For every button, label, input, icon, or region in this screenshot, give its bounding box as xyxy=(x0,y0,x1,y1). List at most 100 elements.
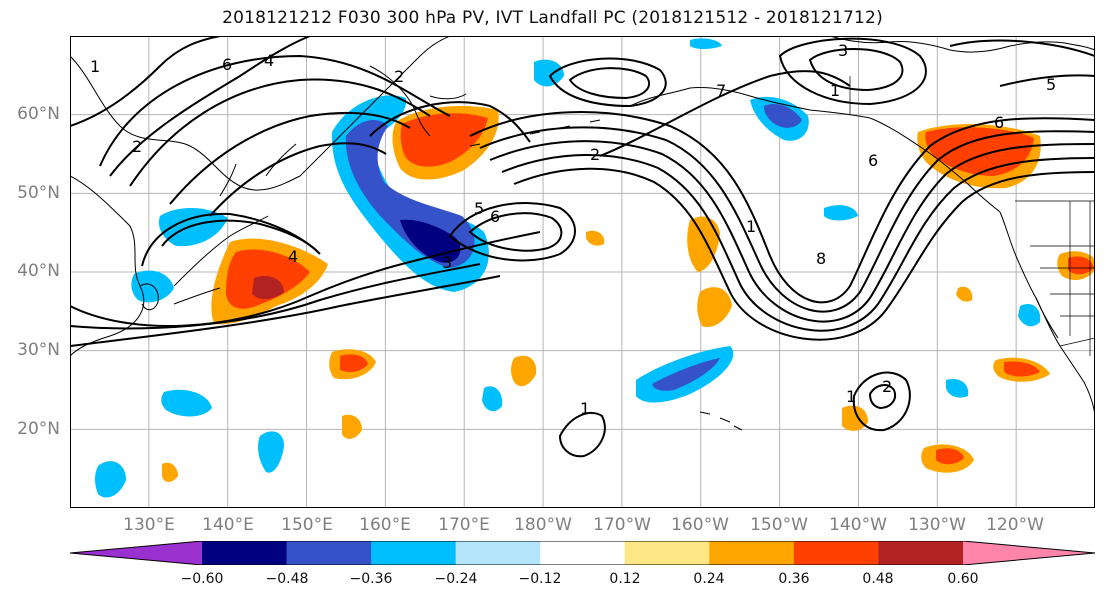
colorbar-bin xyxy=(878,541,964,565)
lon-label-150w: 150°W xyxy=(750,515,808,535)
contour-label-4-japan: 4 xyxy=(288,247,298,266)
colorbar-outline xyxy=(70,541,1096,565)
contour-label-8-trough: 8 xyxy=(816,249,826,268)
colorbar-tick-label: −0.12 xyxy=(518,571,562,587)
colorbar-tick-label: −0.60 xyxy=(180,571,224,587)
colorbar-tick-label: 0.24 xyxy=(693,571,725,587)
lon-label-140w: 140°W xyxy=(829,515,887,535)
coastline-kamchatka xyxy=(369,65,467,137)
pv-contour-arctic-low-1 xyxy=(778,37,927,106)
lon-label-180w: 180°W xyxy=(514,515,572,535)
colorbar-tick-label: 0.48 xyxy=(862,571,894,587)
contour-label-1-trough: 1 xyxy=(746,217,756,236)
colorbar-bin xyxy=(540,541,626,565)
lat-label-50n: 50°N xyxy=(17,183,60,203)
pv-contour-japan-2 xyxy=(161,219,319,253)
lon-label-160w: 160°W xyxy=(671,515,729,535)
pv-contour-west-lobe xyxy=(70,36,221,127)
lon-label-170e: 170°E xyxy=(438,515,490,535)
colorbar-bin xyxy=(455,541,541,565)
contour-label-1-mid: 1 xyxy=(580,399,590,418)
colorbar-tick-label: 0.60 xyxy=(947,571,979,587)
lat-label-30n: 30°N xyxy=(17,340,60,360)
neg-anomaly-subtropical-east-core xyxy=(652,358,720,391)
neg-anomaly-west-pacific-1 xyxy=(161,389,212,417)
colorbar-extend-high xyxy=(963,541,1095,565)
pos-anomaly-japan-dark xyxy=(252,275,284,300)
border-mexico xyxy=(1059,337,1095,347)
colorbar-extend-low xyxy=(70,541,202,565)
pos-anomaly-midpacific-2 xyxy=(697,287,732,328)
colorbar-tick-label: 0.12 xyxy=(609,571,641,587)
pos-anomaly-subtropical-3 xyxy=(342,414,362,439)
neg-anomaly-west-pacific-2 xyxy=(258,431,284,473)
contour-label-3-cyc: 3 xyxy=(442,253,452,272)
colorbar-bin xyxy=(202,541,288,565)
colorbar-tick-label: 0.36 xyxy=(778,571,810,587)
pv-contour-bering-low-1 xyxy=(548,57,667,108)
pos-anomaly-subtropical-4 xyxy=(162,462,178,482)
colorbar-bin xyxy=(286,541,372,565)
contour-label-1-east: 1 xyxy=(846,387,856,406)
pv-contour-west-lobe-2 xyxy=(109,36,311,177)
negative-anomaly-shading xyxy=(95,38,1041,498)
figure-title: 2018121212 F030 300 hPa PV, IVT Landfall… xyxy=(222,8,883,28)
contour-label-2-west: 2 xyxy=(132,137,142,156)
pos-anomaly-southeast-2-red xyxy=(1004,361,1040,377)
contour-label-2-mid: 2 xyxy=(590,145,600,164)
pv-contour-trough-5 xyxy=(513,167,1095,341)
lat-label-60n: 60°N xyxy=(17,104,60,124)
pv-contour-north-2 xyxy=(129,78,431,187)
pv-contour-north-1 xyxy=(99,54,451,167)
colorbar-tick-label: −0.48 xyxy=(265,571,309,587)
lon-label-130w: 130°W xyxy=(908,515,966,535)
pv-contour-arctic-east xyxy=(949,39,1095,87)
colorbar-tick-label: −0.36 xyxy=(349,571,393,587)
pos-anomaly-subtropical-2 xyxy=(511,355,537,387)
neg-anomaly-bering xyxy=(534,59,564,87)
contour-label-1-ne: 1 xyxy=(830,81,840,100)
contour-label-6-north: 6 xyxy=(222,55,232,74)
pos-anomaly-baja-red xyxy=(1068,256,1094,275)
contour-label-6-trough: 6 xyxy=(868,151,878,170)
pv-contour-north-3 xyxy=(169,111,411,205)
coastline-japan xyxy=(173,215,269,305)
political-boundaries xyxy=(849,76,1095,356)
contour-label-7-ne: 7 xyxy=(716,81,726,100)
colorbar-bin xyxy=(709,541,795,565)
pv-contour-east-ridge xyxy=(599,70,851,157)
neg-anomaly-west-coast xyxy=(1018,303,1041,327)
pv-contour-subtropical-1 xyxy=(558,411,606,458)
pv-contour-inner-kamchatka xyxy=(369,101,531,143)
contour-label-1-left: 1 xyxy=(90,57,100,76)
coastline-hawaii xyxy=(699,411,743,431)
pv-contour-labels: 1 1 1 1 1 2 2 2 2 3 3 4 4 5 5 6 6 6 6 7 xyxy=(90,41,1056,418)
pv-contour-arctic-low-2 xyxy=(808,48,904,92)
neg-anomaly-gulf-alaska-core xyxy=(764,103,802,128)
map-canvas: 1 1 1 1 1 2 2 2 2 3 3 4 4 5 5 6 6 6 6 7 xyxy=(70,36,1095,508)
colorbar xyxy=(70,541,1096,565)
colorbar-bin xyxy=(624,541,710,565)
pv-contour-cyclone-1 xyxy=(448,202,576,262)
pv-contour-trough-4 xyxy=(501,153,1095,332)
coastline-sakhalin xyxy=(219,143,297,197)
contour-label-2-sub: 2 xyxy=(882,377,892,396)
contour-label-5-cyc: 5 xyxy=(474,199,484,218)
pv-contours xyxy=(70,36,1095,458)
contour-label-3-arctic: 3 xyxy=(838,41,848,60)
contour-label-2-north: 2 xyxy=(394,67,404,86)
pv-contour-west-3 xyxy=(70,275,501,347)
neg-anomaly-top-small xyxy=(690,38,722,49)
pos-anomaly-dateline-small xyxy=(586,230,605,246)
coastline-north-america-west xyxy=(999,211,1095,417)
pos-anomaly-east-small xyxy=(956,286,973,302)
pv-contour-west-2 xyxy=(70,263,481,330)
pv-contour-bering-low-2 xyxy=(568,67,651,100)
lon-label-120w: 120°W xyxy=(986,515,1044,535)
neg-anomaly-west-pacific-3 xyxy=(95,461,126,498)
colorbar-tick-label: −0.24 xyxy=(434,571,478,587)
lon-label-140e: 140°E xyxy=(202,515,254,535)
colorbar-bin xyxy=(793,541,879,565)
contour-label-4-north: 4 xyxy=(264,51,274,70)
map-panel: 1 1 1 1 1 2 2 2 2 3 3 4 4 5 5 6 6 6 6 7 xyxy=(70,36,1095,508)
